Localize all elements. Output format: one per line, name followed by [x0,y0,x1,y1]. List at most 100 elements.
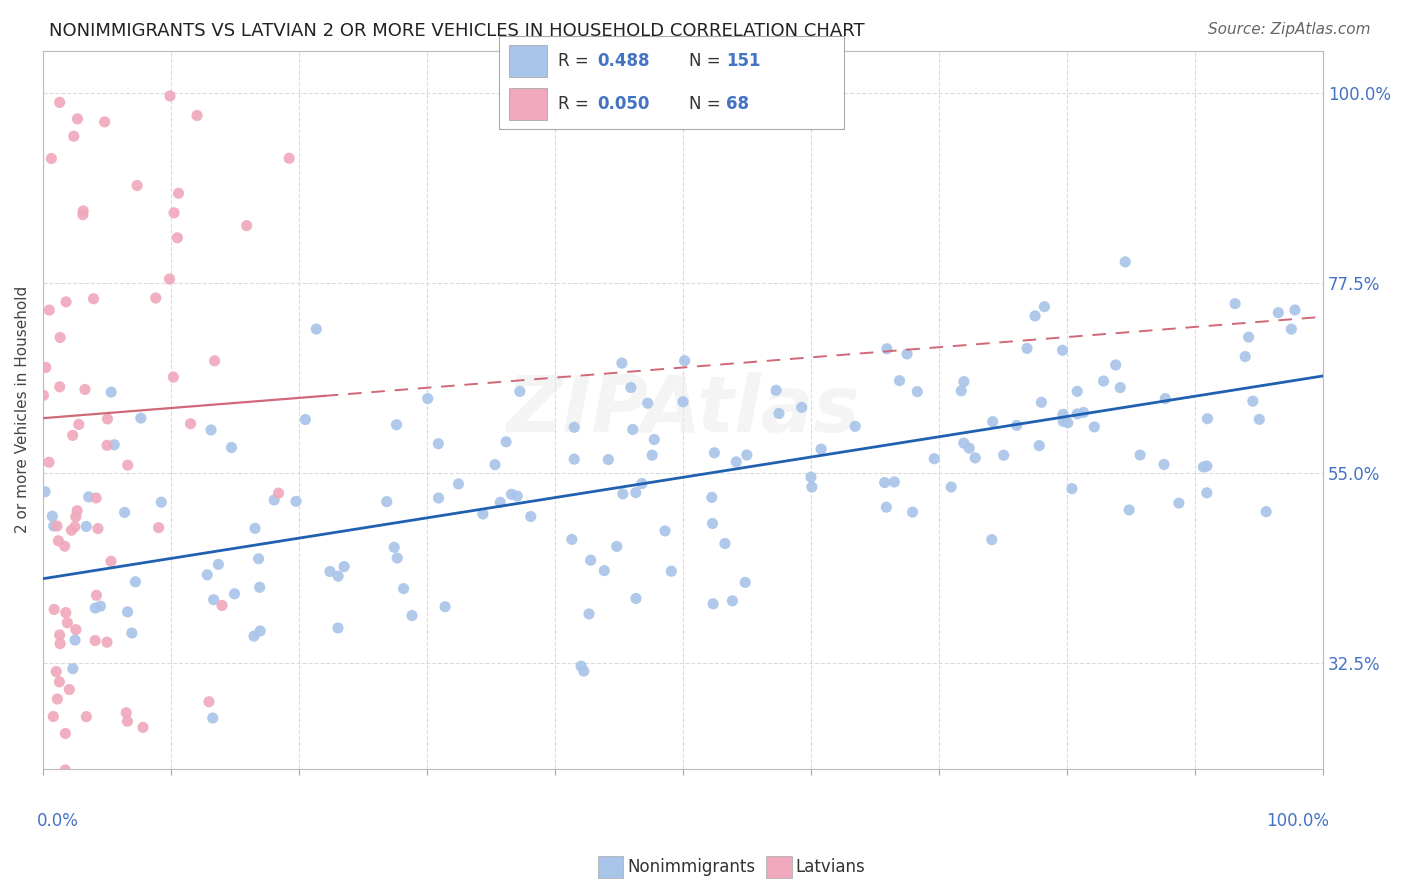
Point [1267,306,1289,320]
Point [124,574,146,589]
Y-axis label: 2 or more Vehicles in Household: 2 or more Vehicles in Household [15,286,30,533]
Point [75,709,97,723]
Point [561,533,583,547]
Point [224,587,246,601]
Point [62,662,84,676]
Point [392,582,415,596]
Point [166,231,188,245]
Point [520,509,543,524]
Point [659,564,682,578]
Point [953,375,976,389]
Point [1279,322,1302,336]
Point [1195,485,1218,500]
Point [326,569,349,583]
Point [114,505,136,519]
Point [115,706,138,720]
Point [1129,448,1152,462]
Point [65,509,87,524]
Point [48,628,70,642]
Point [202,592,225,607]
Point [1066,384,1088,399]
Point [905,384,928,399]
Point [249,580,271,594]
Point [41,152,63,166]
Point [375,494,398,508]
Point [93,115,115,129]
Point [598,452,620,467]
Point [333,559,356,574]
Point [702,597,724,611]
Bar [509,45,547,77]
Point [96,412,118,426]
Point [48,95,70,110]
Text: 0.050: 0.050 [598,95,650,113]
Point [1192,460,1215,475]
Point [53,763,76,777]
Point [1060,482,1083,496]
Point [734,575,756,590]
Point [844,419,866,434]
Point [1234,350,1257,364]
Point [876,342,898,356]
Point [382,541,405,555]
Point [427,491,450,505]
Point [129,411,152,425]
Point [1256,505,1278,519]
Point [606,540,628,554]
Point [637,396,659,410]
Point [121,626,143,640]
Point [765,384,787,398]
Point [1052,414,1074,428]
Point [278,151,301,165]
Point [509,384,531,399]
Point [672,394,695,409]
Point [593,564,616,578]
Point [800,470,823,484]
Point [117,605,139,619]
Text: R =: R = [558,52,593,70]
Point [993,448,1015,462]
Point [401,608,423,623]
Point [427,436,450,450]
Point [167,186,190,201]
Point [221,441,243,455]
Point [55,726,77,740]
Point [62,129,84,144]
Point [263,492,285,507]
Point [484,458,506,472]
Text: N =: N = [689,52,725,70]
Point [735,448,758,462]
Point [60,523,83,537]
Point [117,714,139,729]
Point [1114,255,1136,269]
Point [569,659,592,673]
Point [267,486,290,500]
Text: 0.0%: 0.0% [37,812,79,830]
Point [127,178,149,193]
Point [49,330,72,344]
Point [83,292,105,306]
Point [1092,374,1115,388]
Point [100,385,122,400]
Point [87,522,110,536]
Point [673,353,696,368]
Point [654,524,676,538]
Point [46,692,69,706]
Point [875,500,897,515]
Point [84,491,107,505]
Point [941,480,963,494]
Point [319,565,342,579]
Point [610,356,633,370]
Point [952,436,974,450]
Point [35,360,58,375]
Point [768,407,790,421]
Point [721,594,744,608]
Point [45,665,67,679]
Point [96,438,118,452]
Point [159,272,181,286]
Point [62,428,84,442]
Point [1024,309,1046,323]
Point [873,475,896,490]
Point [612,487,634,501]
Point [163,206,186,220]
